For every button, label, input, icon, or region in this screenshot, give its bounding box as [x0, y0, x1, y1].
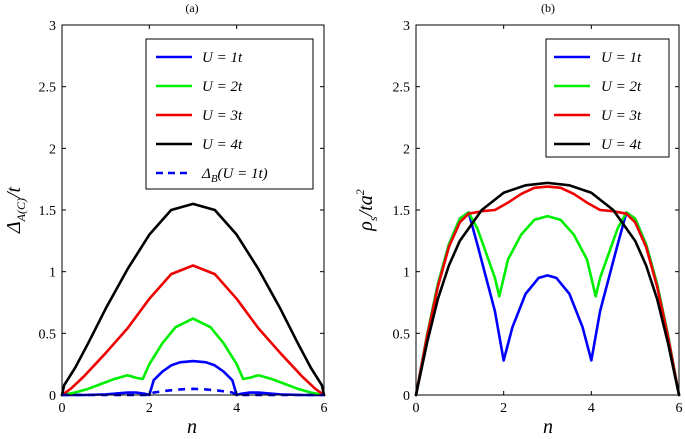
y-tick-label: 2 [403, 142, 410, 157]
y-axis-label-a: ΔA(C)/t [3, 186, 28, 234]
legend-a: U = 1t U = 2t U = 3t U = 4t ΔB(U = 1t) [145, 38, 314, 190]
series-line-u2t [60, 317, 326, 397]
legend-label: U = 4t [202, 137, 243, 153]
series-line-u1t [414, 211, 681, 397]
y-tick-label: 1 [403, 266, 410, 281]
y-tick-label: 1.5 [39, 204, 57, 219]
y-tick-label: 0 [49, 389, 56, 404]
panel-b-label: (b) [541, 1, 555, 15]
y-tick-label: 0 [403, 389, 410, 404]
y-tick-label: 0.5 [393, 327, 411, 342]
legend-label: ΔB(U = 1t) [201, 166, 268, 185]
legend-label: U = 1t [601, 50, 642, 66]
y-tick-label: 3 [49, 19, 56, 34]
legend-label: U = 4t [601, 137, 642, 153]
legend-label: U = 1t [202, 50, 243, 66]
x-axis-label-b: n [543, 416, 553, 438]
series-line-u3t [414, 185, 681, 397]
y-tick-label: 1 [49, 266, 56, 281]
y-tick-label: 1.5 [393, 204, 411, 219]
x-axis-label-a: n [187, 416, 197, 438]
x-tick-label: 2 [500, 401, 507, 416]
legend-label: U = 2t [202, 79, 243, 95]
series-line-u3t [60, 264, 326, 397]
y-tick-label: 2.5 [39, 81, 57, 96]
legend-label: U = 3t [601, 108, 642, 124]
series-line-u2t [414, 211, 681, 397]
panel-a: (a) 0 2 4 600.511.522.53 n ΔA(C)/t U = 1tU … [3, 1, 328, 438]
y-axis-label-b: ρs/ta2 [353, 189, 380, 231]
series-line-delta-b [62, 387, 324, 397]
panel-a-label: (a) [185, 1, 198, 15]
series-line-u4t [60, 202, 326, 397]
x-tick-label: 6 [676, 401, 683, 416]
y-tick-label: 3 [403, 19, 410, 34]
x-tick-label: 2 [146, 401, 153, 416]
panel-b: (b) 0 2 4 600.511.522.53 n ρs/ta2 U = 1tU =… [353, 1, 683, 438]
x-tick-label: 4 [588, 401, 595, 416]
x-tick-label: 6 [321, 401, 328, 416]
y-tick-label: 0.5 [39, 327, 57, 342]
series-line-u4t [414, 181, 681, 397]
legend-label: U = 3t [202, 108, 243, 124]
legend-b: U = 1t U = 2t U = 3t U = 4t [545, 38, 670, 158]
series-line-u1t [60, 359, 326, 397]
y-tick-label: 2 [49, 142, 56, 157]
legend-label: U = 2t [601, 79, 642, 95]
x-tick-label: 0 [59, 401, 66, 416]
x-tick-label: 4 [233, 401, 240, 416]
y-tick-label: 2.5 [393, 81, 411, 96]
x-tick-label: 0 [413, 401, 420, 416]
